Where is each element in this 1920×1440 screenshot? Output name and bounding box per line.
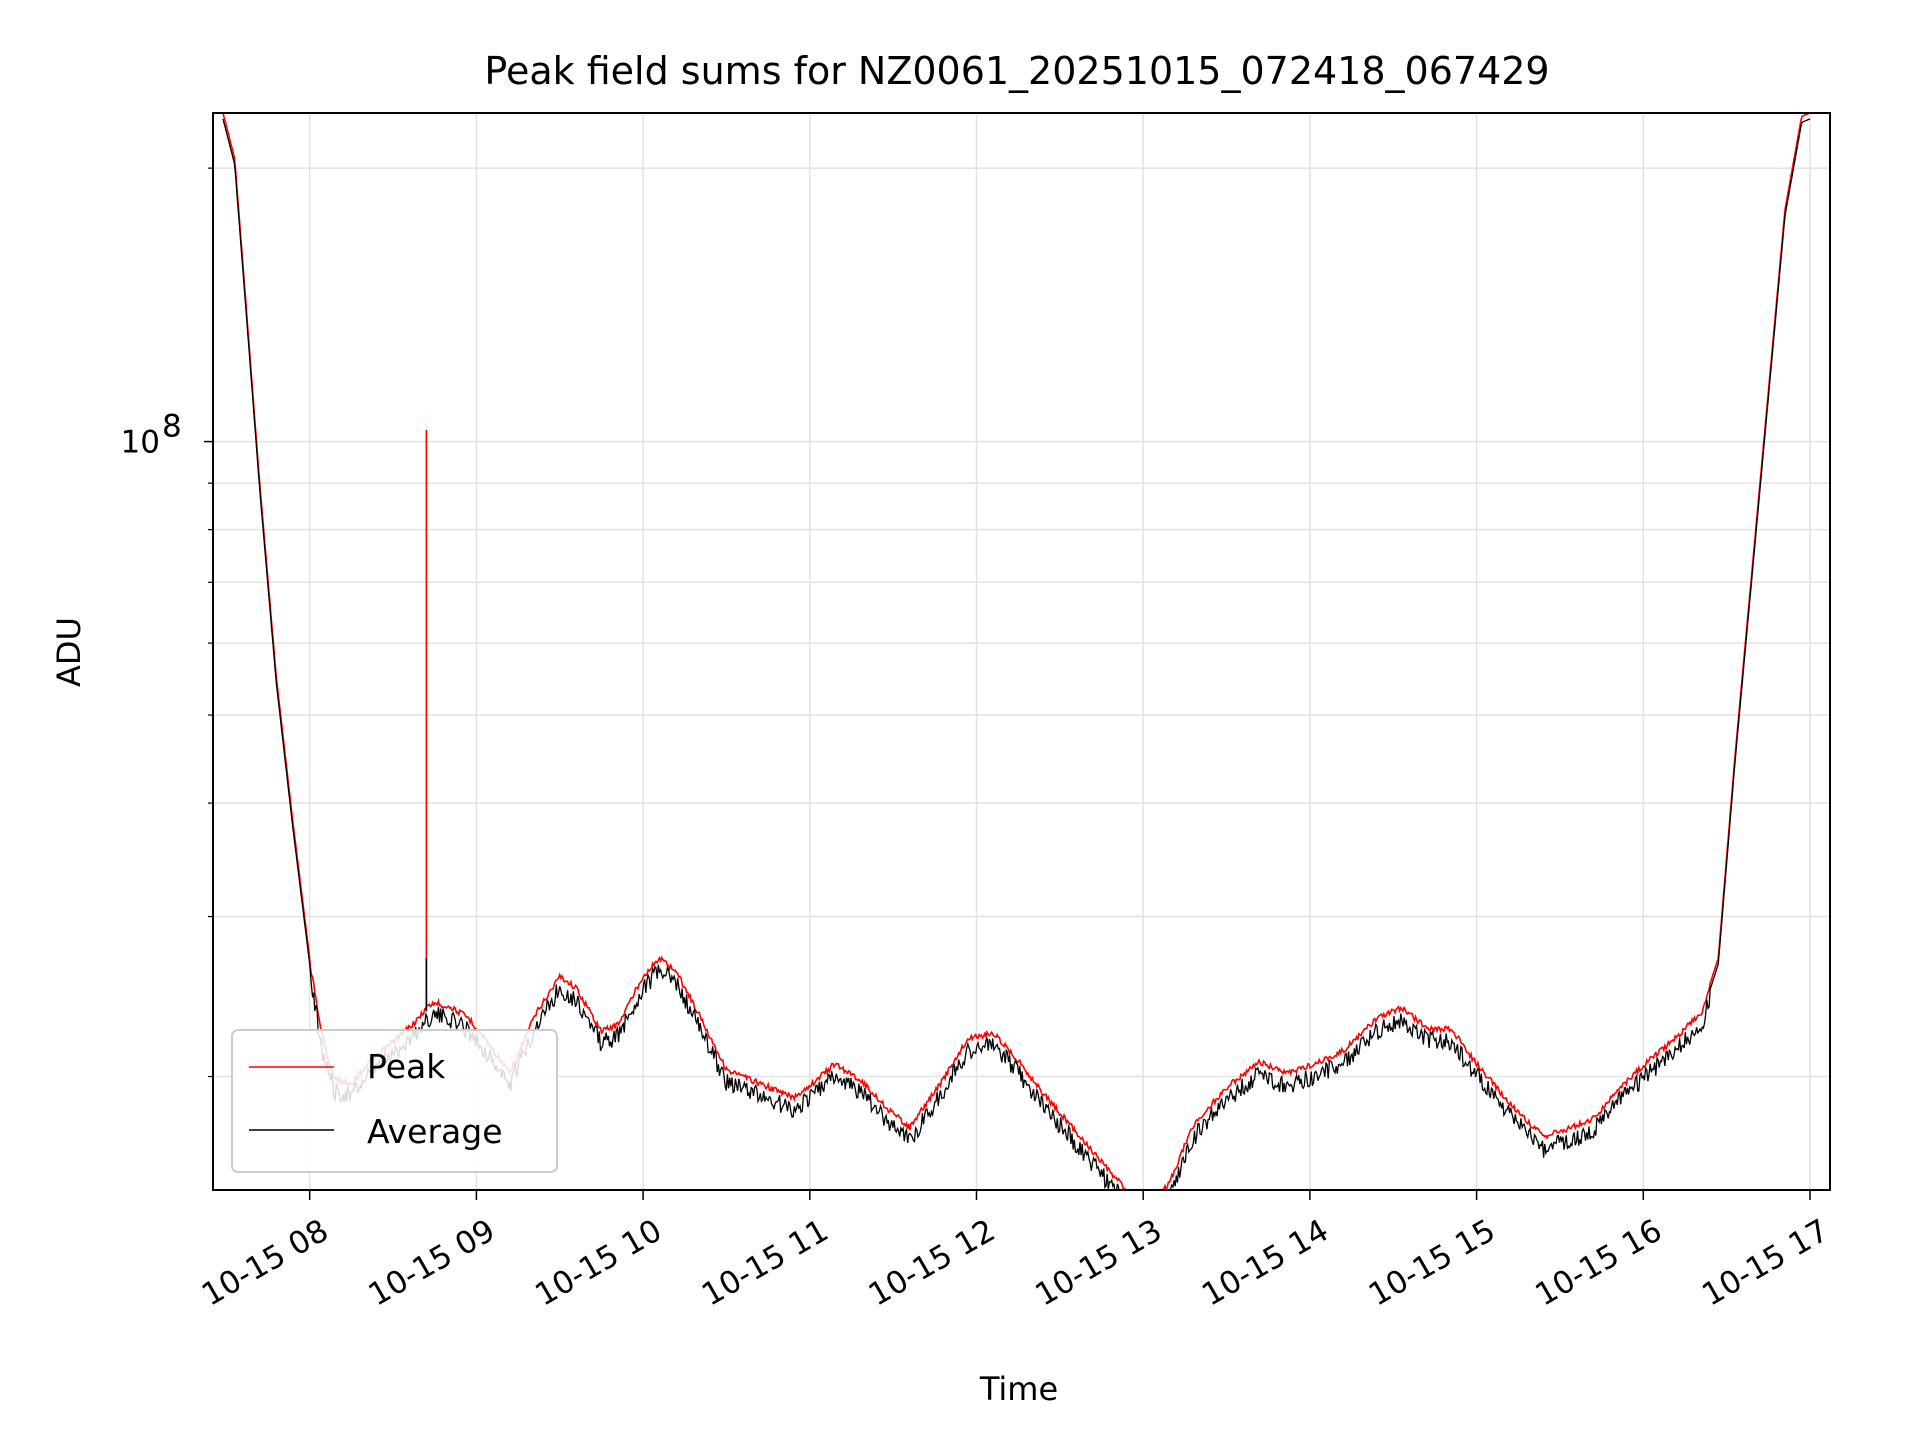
grid [213, 113, 1830, 1190]
chart-title: Peak field sums for NZ0061_20251015_0724… [484, 49, 1549, 93]
y-tick-label: 10 [121, 425, 160, 461]
x-tick-label: 10-15 17 [1696, 1213, 1835, 1314]
y-axis-label: ADU [50, 617, 88, 687]
x-axis: 10-15 08 10-15 09 10-15 10 10-15 11 10-15 12… [196, 1190, 1835, 1313]
x-tick-label: 10-15 08 [196, 1213, 335, 1314]
legend-label-peak: Peak [367, 1047, 446, 1086]
x-tick-label: 10-15 14 [1196, 1213, 1335, 1314]
x-tick-label: 10-15 12 [863, 1213, 1002, 1314]
x-tick-label: 10-15 09 [363, 1213, 502, 1314]
x-tick-label: 10-15 10 [529, 1213, 668, 1314]
x-tick-label: 10-15 16 [1529, 1213, 1668, 1314]
x-tick-label: 10-15 15 [1363, 1213, 1502, 1314]
x-tick-label: 10-15 11 [696, 1213, 835, 1314]
legend: Peak Average [231, 1029, 558, 1173]
legend-label-average: Average [367, 1112, 503, 1151]
plot-frame [212, 112, 1831, 1191]
y-axis: 10 8 [121, 167, 213, 1078]
x-axis-label: Time [979, 1370, 1058, 1408]
y-tick-label-exponent: 8 [162, 409, 182, 445]
x-tick-label: 10-15 13 [1029, 1213, 1168, 1314]
legend-frame [231, 1029, 558, 1173]
